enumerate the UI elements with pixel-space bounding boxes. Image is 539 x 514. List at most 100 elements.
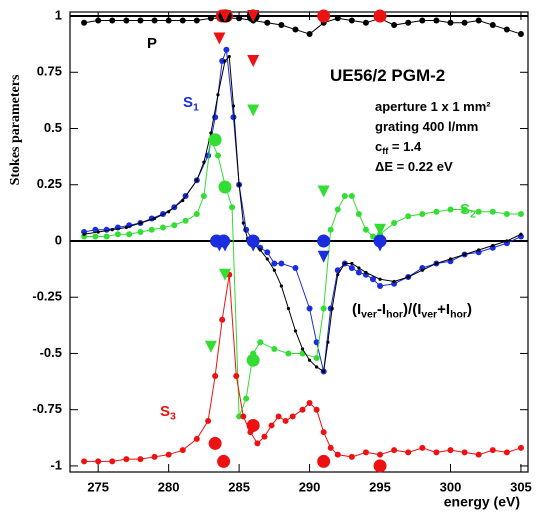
annotation-part: +I <box>437 301 450 318</box>
point-marker <box>292 26 299 33</box>
point-marker <box>307 358 312 362</box>
point-marker <box>193 435 200 442</box>
point-marker <box>103 226 110 233</box>
point-marker <box>334 267 341 274</box>
point-marker <box>434 261 438 266</box>
point-marker <box>202 160 206 164</box>
series-line <box>83 49 522 372</box>
point-marker <box>81 458 88 465</box>
point-marker <box>362 449 369 456</box>
point-marker <box>461 206 468 213</box>
point-marker <box>216 93 220 97</box>
point-marker <box>322 369 326 374</box>
point-marker <box>265 257 269 261</box>
point-marker <box>272 268 276 272</box>
point-marker <box>299 406 306 413</box>
point-marker <box>285 350 292 357</box>
point-marker <box>254 440 261 447</box>
annotation-part: ΔE = 0.22 eV <box>375 159 453 174</box>
point-marker <box>243 395 250 402</box>
point-marker <box>124 225 128 230</box>
point-marker <box>138 221 143 225</box>
annotation: (Iver-Ihor)/(Iver+Ihor) <box>352 301 472 320</box>
point-marker <box>419 17 426 24</box>
point-marker <box>258 248 262 252</box>
annotation-part: hor <box>386 308 403 320</box>
annotation-part: (I <box>352 301 361 318</box>
point-marker <box>81 19 88 26</box>
point-marker <box>171 222 178 229</box>
point-marker <box>315 365 319 369</box>
triangle-marker <box>374 239 387 252</box>
point-marker <box>517 31 524 38</box>
point-marker <box>257 339 264 346</box>
point-marker <box>433 208 440 215</box>
triangle-marker <box>213 32 226 45</box>
point-marker <box>227 54 231 59</box>
annotation-part: ) <box>467 301 472 318</box>
point-marker <box>233 372 240 379</box>
y-axis-title: Stokes parameters <box>8 74 23 185</box>
point-marker <box>246 418 260 432</box>
triangle-marker <box>219 239 232 252</box>
point-marker <box>341 193 348 199</box>
point-marker <box>181 198 185 203</box>
point-marker <box>420 268 424 272</box>
point-marker <box>475 451 482 458</box>
x-tick-label: 295 <box>369 479 391 494</box>
point-marker <box>209 131 213 135</box>
x-tick-label: 305 <box>510 479 532 494</box>
point-marker <box>289 413 296 420</box>
point-marker <box>461 19 468 26</box>
point-marker <box>165 451 172 458</box>
point-marker <box>317 454 331 468</box>
annotation-part: ff <box>382 146 389 156</box>
y-tick-label: -1 <box>50 457 62 472</box>
triangle-marker <box>247 104 260 117</box>
annotation-part: 3 <box>170 410 176 422</box>
point-marker <box>160 224 167 231</box>
point-marker <box>377 282 384 289</box>
point-marker <box>110 228 114 232</box>
y-tick-label: 0 <box>55 232 62 247</box>
point-marker <box>236 15 243 22</box>
point-marker <box>123 17 130 24</box>
point-marker <box>391 219 398 226</box>
annotation-part: hor <box>450 308 467 320</box>
point-marker <box>237 183 241 187</box>
annotation: UE56/2 PGM-2 <box>330 66 445 85</box>
point-marker <box>246 353 260 367</box>
point-marker <box>165 17 172 24</box>
point-marker <box>517 210 524 217</box>
point-marker <box>207 15 214 22</box>
point-marker <box>326 340 330 344</box>
point-marker <box>103 233 110 240</box>
triangle-marker <box>219 10 232 23</box>
point-marker <box>505 239 509 243</box>
point-marker <box>300 347 305 351</box>
point-marker <box>123 456 130 463</box>
point-marker <box>327 444 334 451</box>
point-marker <box>95 17 102 24</box>
triangle-marker <box>317 250 330 263</box>
annotation-part: S <box>160 403 170 420</box>
point-marker <box>306 305 313 312</box>
triangle-marker <box>247 10 260 23</box>
plot-frame <box>69 11 529 473</box>
annotation-part: S <box>460 201 470 218</box>
point-marker <box>373 459 387 473</box>
point-marker <box>462 252 467 257</box>
point-marker <box>348 453 355 460</box>
point-marker <box>357 266 361 270</box>
point-marker <box>364 270 368 275</box>
point-marker <box>336 273 340 277</box>
point-marker <box>299 350 306 357</box>
point-marker <box>137 228 144 235</box>
point-marker <box>126 231 133 238</box>
annotation: cff = 1.4 <box>375 139 422 156</box>
point-marker <box>293 329 298 333</box>
point-marker <box>517 444 524 451</box>
annotation-part: S <box>183 94 193 111</box>
point-marker <box>279 284 283 288</box>
annotation-part: grating 400 l/mm <box>375 119 478 134</box>
